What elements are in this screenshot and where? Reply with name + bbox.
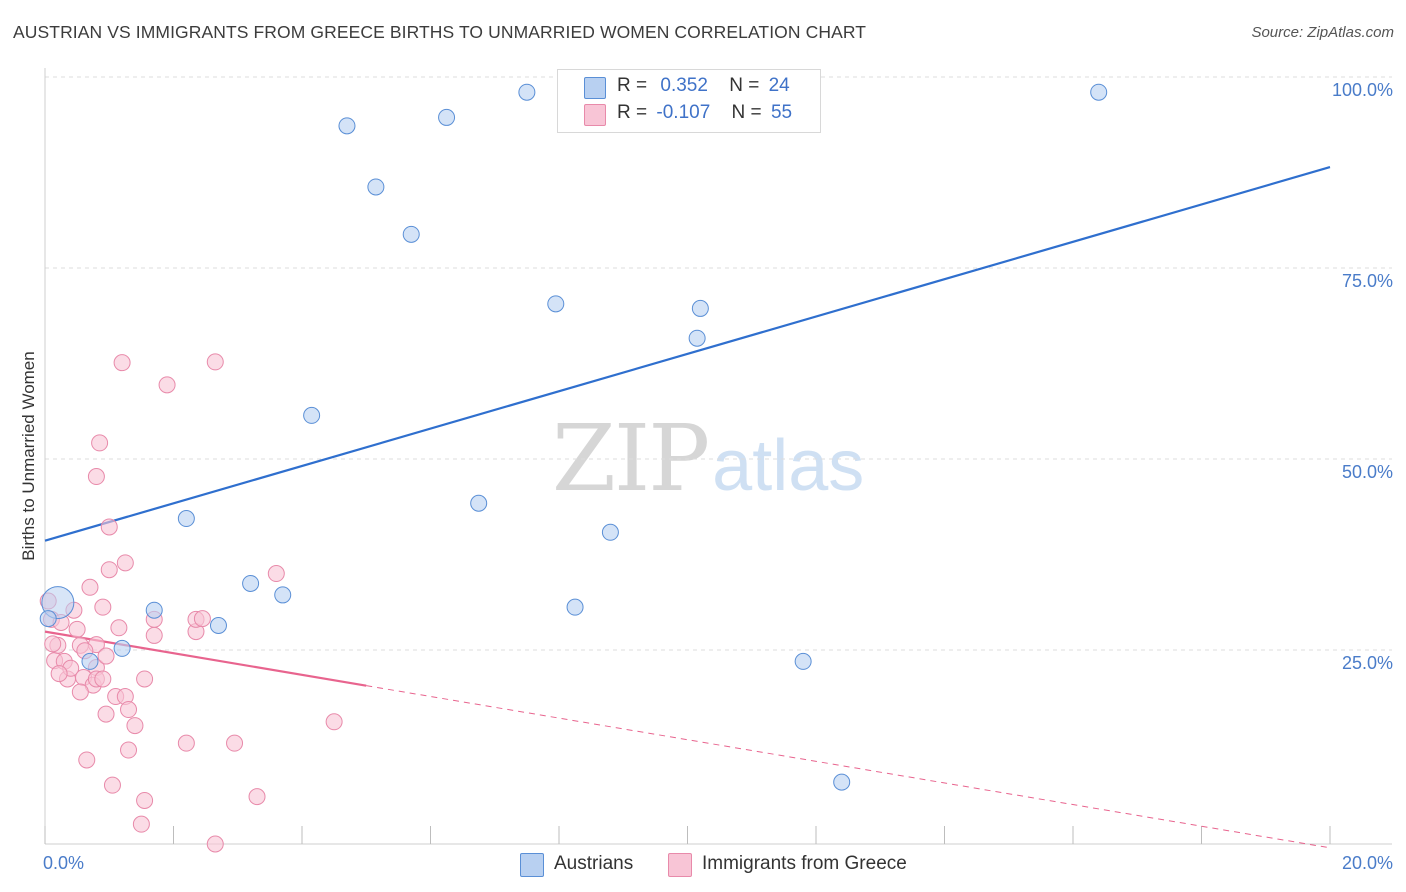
point-austrian bbox=[145, 601, 163, 619]
legend-r-label: R = bbox=[617, 75, 648, 96]
point-greece bbox=[267, 565, 285, 583]
point-greece bbox=[145, 626, 163, 644]
point-greece bbox=[103, 776, 121, 794]
point-austrian bbox=[338, 117, 356, 135]
series-label-greece: Immigrants from Greece bbox=[702, 853, 907, 874]
y-tick-label: 25.0% bbox=[1342, 653, 1393, 673]
point-austrian bbox=[833, 773, 851, 791]
point-greece bbox=[193, 610, 211, 628]
point-austrian bbox=[566, 598, 584, 616]
point-greece bbox=[325, 713, 343, 731]
point-austrian bbox=[81, 652, 99, 670]
x-tick-label: 20.0% bbox=[1342, 853, 1393, 873]
y-tick-label: 75.0% bbox=[1342, 271, 1393, 291]
point-greece bbox=[206, 835, 224, 853]
trend-line bbox=[44, 166, 1331, 542]
legend-swatch-austrians bbox=[584, 77, 606, 99]
point-greece bbox=[120, 741, 138, 759]
point-greece bbox=[206, 353, 224, 371]
points-greece bbox=[39, 353, 343, 853]
point-austrian bbox=[794, 652, 812, 670]
point-austrian bbox=[601, 523, 619, 541]
axes bbox=[44, 68, 1392, 845]
point-greece bbox=[136, 670, 154, 688]
point-austrian bbox=[402, 225, 420, 243]
point-greece bbox=[71, 683, 89, 701]
chart-title: AUSTRIAN VS IMMIGRANTS FROM GREECE BIRTH… bbox=[13, 22, 867, 42]
series-swatch-greece bbox=[668, 853, 692, 877]
legend-n-value: 24 bbox=[768, 75, 790, 96]
point-greece bbox=[126, 717, 144, 735]
point-greece bbox=[136, 791, 154, 809]
point-greece bbox=[120, 701, 138, 719]
point-greece bbox=[100, 561, 118, 579]
point-austrian bbox=[1090, 83, 1108, 101]
point-greece bbox=[158, 376, 176, 394]
y-tick-label: 50.0% bbox=[1342, 462, 1393, 482]
point-austrian bbox=[688, 329, 706, 347]
legend-n-value: 55 bbox=[770, 102, 793, 123]
point-austrian bbox=[242, 574, 260, 592]
point-greece bbox=[87, 468, 105, 486]
grid bbox=[45, 76, 1392, 651]
point-greece bbox=[94, 670, 112, 688]
point-greece bbox=[116, 554, 134, 572]
point-austrian bbox=[691, 299, 709, 317]
point-greece bbox=[78, 751, 96, 769]
point-austrian bbox=[177, 510, 195, 528]
point-austrian bbox=[547, 295, 565, 313]
point-greece bbox=[132, 815, 150, 833]
point-austrian bbox=[470, 494, 488, 512]
point-greece bbox=[81, 578, 99, 596]
point-austrian bbox=[113, 639, 131, 657]
legend-r-value: -0.107 bbox=[656, 102, 711, 123]
point-greece bbox=[97, 647, 115, 665]
point-austrian bbox=[209, 616, 227, 634]
series-legend: Austrians Immigrants from Greece bbox=[0, 852, 1406, 878]
trend-line-extension bbox=[366, 685, 1331, 849]
point-greece bbox=[100, 518, 118, 536]
point-greece bbox=[44, 635, 62, 653]
point-austrian bbox=[367, 178, 385, 196]
point-greece bbox=[94, 598, 112, 616]
source-label[interactable]: Source: ZipAtlas.com bbox=[1251, 24, 1394, 41]
point-austrian bbox=[303, 406, 321, 424]
point-greece bbox=[177, 734, 195, 752]
x-tick-label: 0.0% bbox=[43, 853, 84, 873]
series-label-austrians: Austrians bbox=[554, 853, 634, 874]
point-austrian bbox=[518, 83, 536, 101]
y-tick-label: 100.0% bbox=[1332, 80, 1393, 100]
legend-swatch-greece bbox=[584, 104, 606, 126]
point-austrian bbox=[438, 108, 456, 126]
point-greece bbox=[50, 665, 68, 683]
point-greece bbox=[248, 788, 266, 806]
legend-r-label: R = bbox=[617, 102, 648, 123]
point-greece bbox=[68, 620, 86, 638]
legend-n-label: N = bbox=[731, 102, 762, 123]
points-austrians bbox=[39, 83, 1108, 791]
correlation-legend: R = 0.352 N = 24 R = -0.107 N = 55 bbox=[557, 69, 821, 133]
legend-n-label: N = bbox=[729, 75, 760, 96]
point-greece bbox=[226, 734, 244, 752]
point-greece bbox=[110, 619, 128, 637]
axis-labels: 25.0% 50.0% 75.0% 100.0% 0.0% 20.0% Births to … bbox=[19, 80, 1393, 873]
legend-r-value: 0.352 bbox=[660, 75, 708, 96]
point-greece bbox=[91, 434, 109, 452]
point-greece bbox=[113, 354, 131, 372]
point-austrian bbox=[274, 586, 292, 604]
series-swatch-austrians bbox=[520, 853, 544, 877]
point-austrian bbox=[39, 610, 57, 628]
point-greece bbox=[97, 705, 115, 723]
y-axis-title: Births to Unmarried Women bbox=[19, 351, 38, 560]
trend-austrians bbox=[44, 166, 1331, 542]
